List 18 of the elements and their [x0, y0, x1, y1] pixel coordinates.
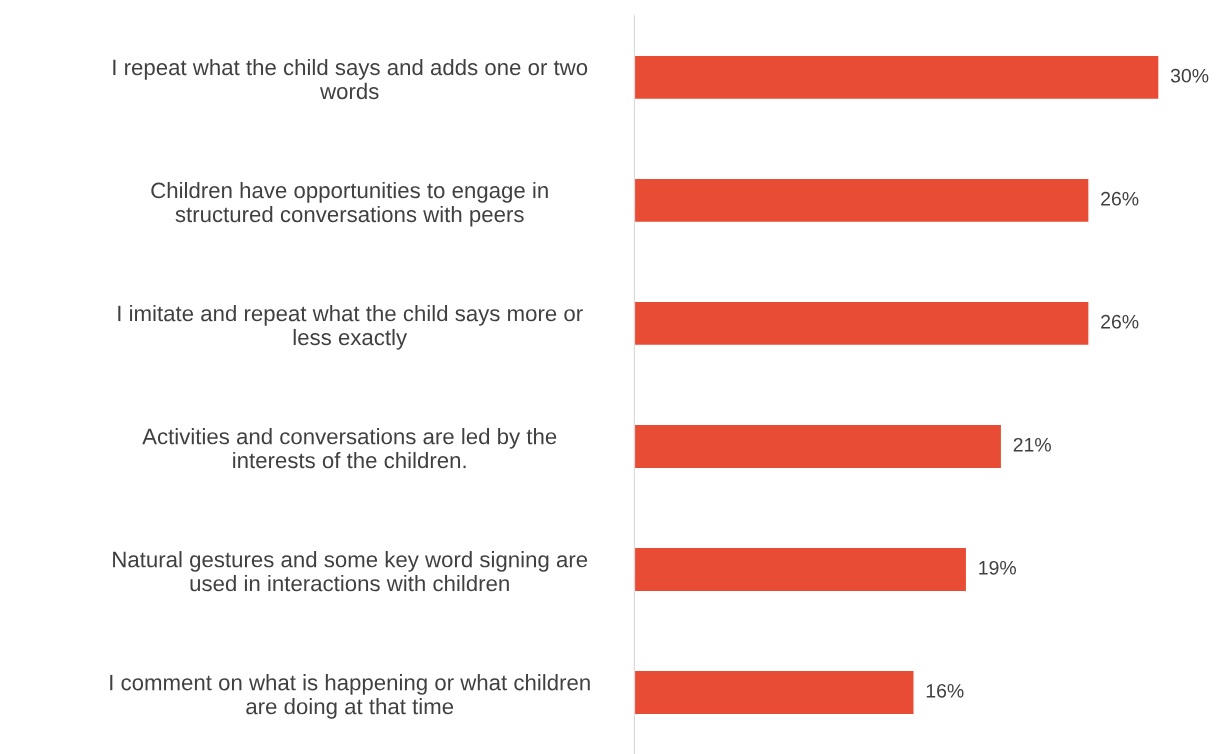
data-label: 16% [926, 683, 964, 698]
bar [634, 177, 1090, 224]
data-label: 26% [1101, 314, 1139, 329]
bar [634, 54, 1159, 101]
data-label: 26% [1101, 191, 1139, 206]
y-tick-label: Children have opportunities to engage in structured conversations with peers [151, 181, 548, 227]
bar [634, 423, 1003, 470]
bar [634, 669, 915, 716]
data-label: 21% [1013, 437, 1051, 452]
y-tick-label: I comment on what is happening or what children are doing at that time [110, 674, 590, 719]
data-label: 19% [979, 560, 1016, 575]
y-tick-label: I repeat what the child says and adds one or two words [113, 58, 588, 100]
bar [634, 300, 1090, 347]
y-tick-label: I imitate and repeat what the child says more or less exactly [118, 304, 583, 350]
y-tick-label: Natural gestures and some key word signing are used in interactions with children [113, 551, 588, 592]
bar [634, 546, 968, 593]
data-label: 30% [1170, 68, 1209, 83]
y-tick-label: Activities and conversations are led by the interests of the children. [142, 428, 557, 469]
